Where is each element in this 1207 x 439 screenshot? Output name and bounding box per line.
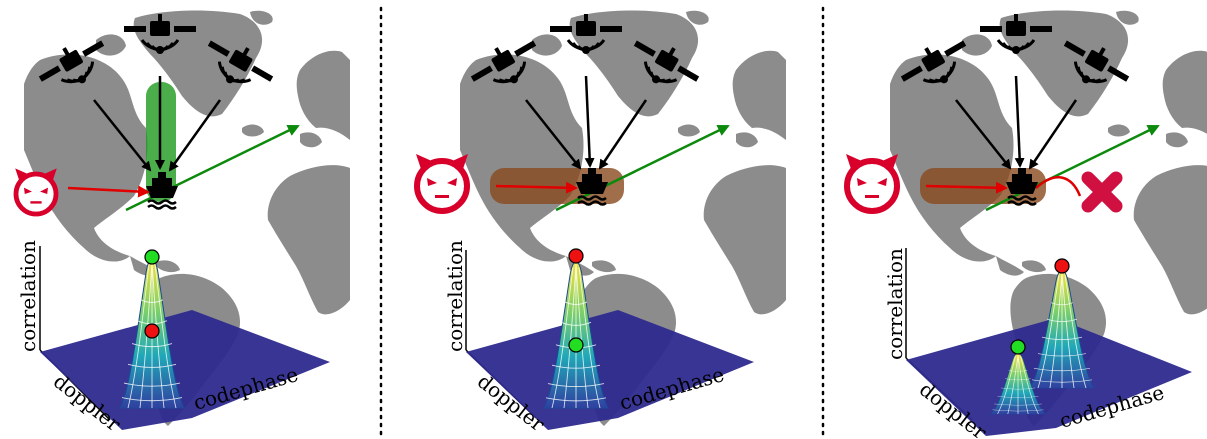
spoofed-trajectory-curve (1035, 176, 1082, 197)
panel-aligned-spoofing: correlation doppler codephase (416, 10, 786, 436)
ship-trajectory-arrow (985, 124, 1160, 212)
satellite-signal-arrow (598, 99, 648, 170)
satellite-signal-arrow (93, 99, 152, 172)
authentic-peak-dot (568, 337, 584, 353)
ship-trajectory-arrow (555, 124, 730, 212)
devil-face-icon (846, 154, 898, 211)
satellite-signal-arrow (1014, 75, 1025, 168)
satellite-signal-arrow (1028, 99, 1078, 170)
panel-detected-spoofing: correlation doppler codephase (846, 10, 1207, 439)
spoofed-peak-dot (568, 248, 584, 264)
spoofed-peak-dot (144, 323, 160, 339)
satellite-signal-arrow (525, 99, 582, 170)
authentic-peak-dot (144, 249, 160, 265)
y-axis-label: correlation (16, 240, 40, 352)
y-axis-label: correlation (883, 248, 907, 360)
spoofing-signal-arrow (495, 181, 578, 194)
spoofing-signal-arrow (925, 181, 1008, 194)
satellite-signal-arrow (168, 99, 222, 172)
y-axis-label: correlation (443, 240, 467, 352)
correlation-plane (40, 310, 330, 430)
devil-face-icon (15, 168, 57, 214)
satellite-signal-arrow (955, 99, 1012, 170)
authentic-peak-dot (1010, 339, 1026, 355)
spoofing-signal-arrow (67, 185, 150, 198)
spoofed-peak-dot (1054, 258, 1070, 274)
devil-face-icon (416, 154, 468, 211)
panel-authentic: correlation doppler codephase (15, 10, 350, 436)
correlation-plane (466, 310, 754, 430)
satellite-signal-arrow (584, 75, 595, 168)
cross-icon (1081, 171, 1123, 213)
